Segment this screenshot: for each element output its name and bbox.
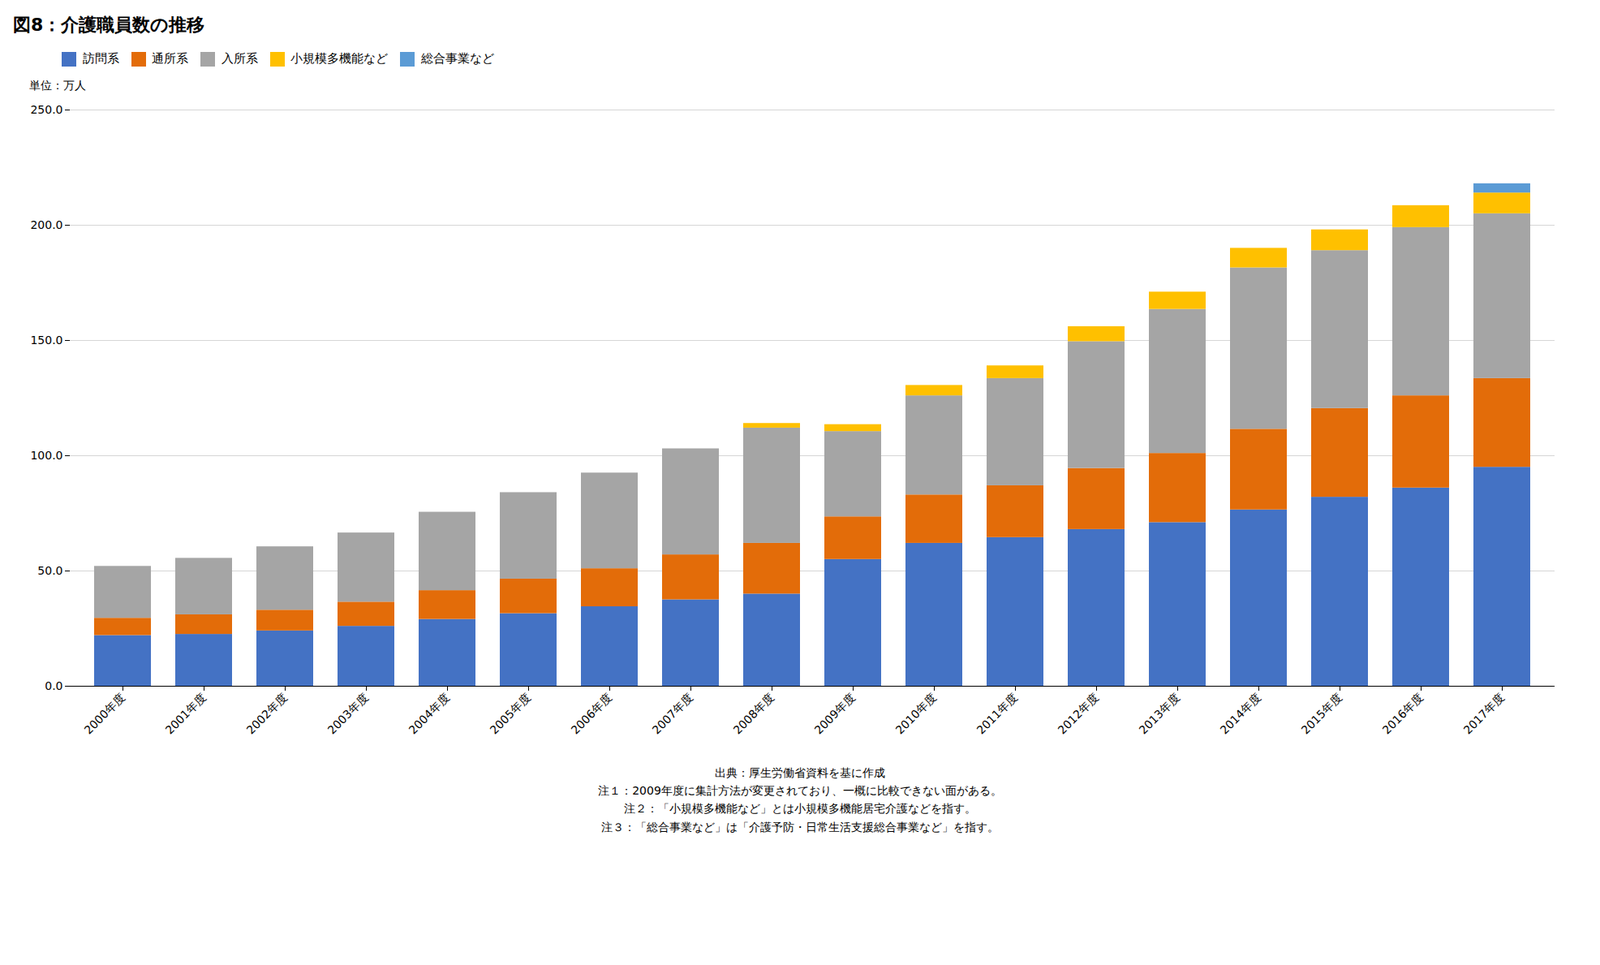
svg-text:2003年度: 2003年度 <box>324 690 370 736</box>
svg-text:2000年度: 2000年度 <box>81 690 127 736</box>
html-text:図8：介護職員数の推移: 図8：介護職員数の推移 <box>12 14 205 35</box>
svg-text:2013年度: 2013年度 <box>1135 690 1182 736</box>
svg-text:2005年度: 2005年度 <box>486 690 533 736</box>
html-text:注３：「総合事業など」は「介護予防・日常生活支援総合事業など: 注３：「総合事業など」は「介護予防・日常生活支援総合事業など」を指す。 <box>601 820 999 834</box>
svg-text:2016年度: 2016年度 <box>1379 690 1425 736</box>
html-text:訪問系: 訪問系 <box>82 51 119 66</box>
svg-text:2010年度: 2010年度 <box>892 690 938 736</box>
svg-text:0.0: 0.0 <box>44 678 63 692</box>
html-text:単位：万人: 単位：万人 <box>29 78 87 92</box>
svg-text:2006年度: 2006年度 <box>567 690 614 736</box>
svg-text:50.0: 50.0 <box>37 563 63 577</box>
html-text:通所系: 通所系 <box>151 51 189 66</box>
svg-text:2002年度: 2002年度 <box>243 690 289 736</box>
svg-text:2011年度: 2011年度 <box>973 690 1020 736</box>
svg-text:100.0: 100.0 <box>30 447 63 461</box>
svg-text:250.0: 250.0 <box>30 102 63 116</box>
svg-text:2001年度: 2001年度 <box>162 690 208 736</box>
html-text:総合事業など: 総合事業など <box>420 51 494 66</box>
svg-text:2012年度: 2012年度 <box>1054 690 1101 736</box>
svg-text:150.0: 150.0 <box>30 332 63 346</box>
html-text:入所系: 入所系 <box>221 51 258 66</box>
html-text:出典：厚生労働省資料を基に作成: 出典：厚生労働省資料を基に作成 <box>714 765 886 779</box>
svg-text:2014年度: 2014年度 <box>1217 690 1263 736</box>
svg-text:2017年度: 2017年度 <box>1460 690 1506 736</box>
html-text:小規模多機能など: 小規模多機能など <box>290 51 388 66</box>
svg-text:2009年度: 2009年度 <box>811 690 857 736</box>
svg-text:2004年度: 2004年度 <box>405 690 452 736</box>
html-text:注２：「小規模多機能など」とは小規模多機能居宅介護などを指す: 注２：「小規模多機能など」とは小規模多機能居宅介護などを指す。 <box>623 801 977 815</box>
svg-text:2007年度: 2007年度 <box>649 690 695 736</box>
svg-text:200.0: 200.0 <box>30 217 63 231</box>
svg-text:2015年度: 2015年度 <box>1298 690 1344 736</box>
html-text:注１：2009年度に集計方法が変更されており、一概に比較でき: 注１：2009年度に集計方法が変更されており、一概に比較できない面がある。 <box>598 783 1002 797</box>
svg-text:2008年度: 2008年度 <box>730 690 776 736</box>
